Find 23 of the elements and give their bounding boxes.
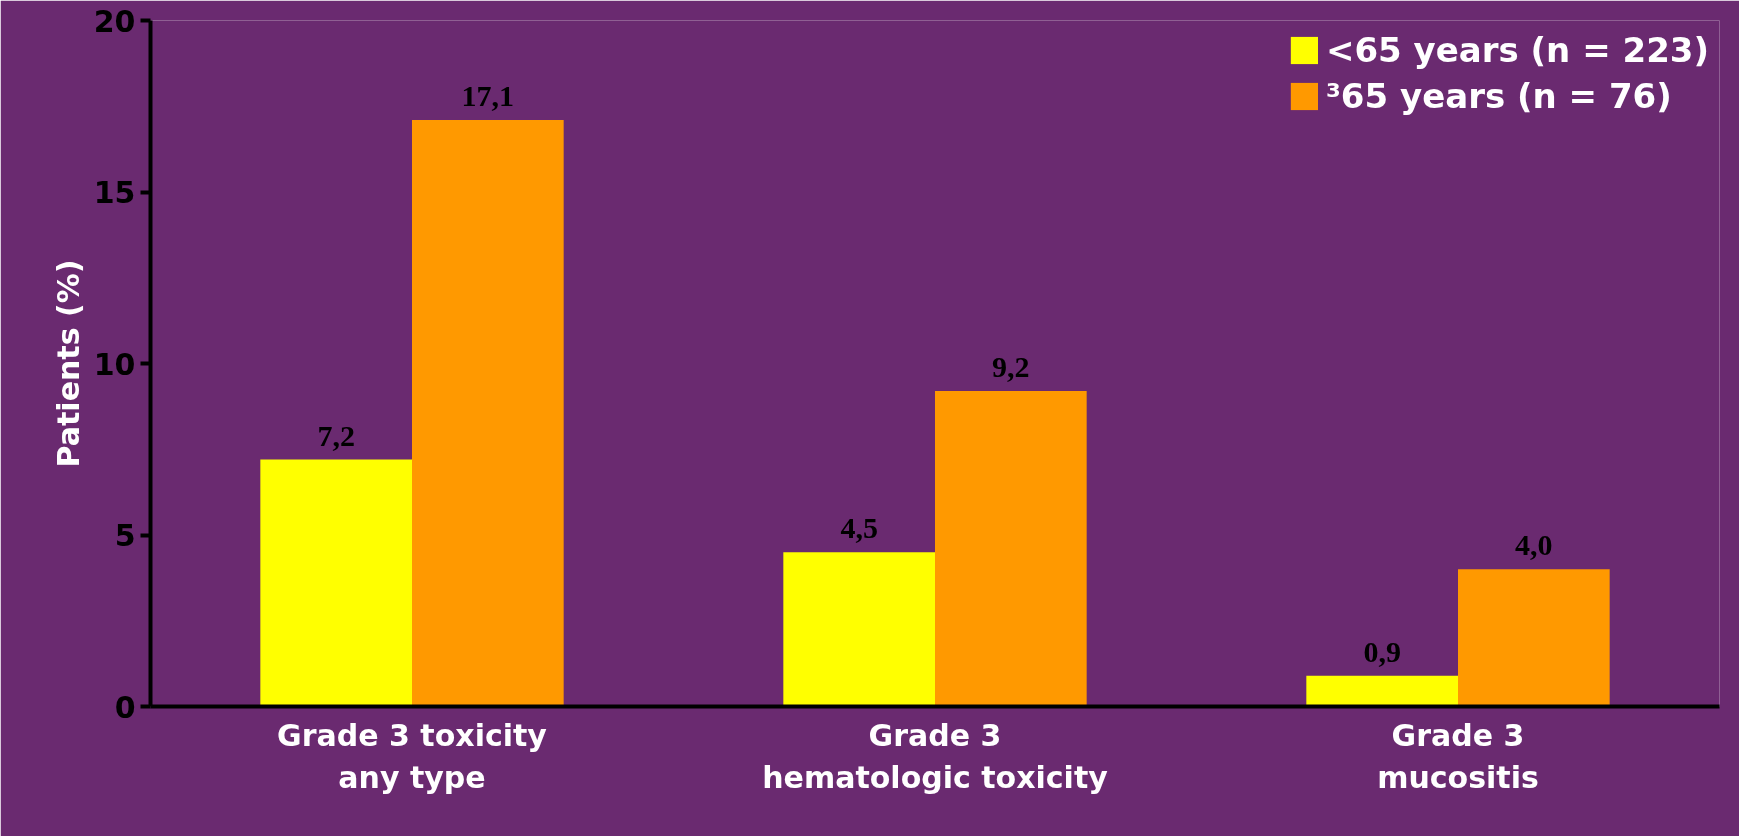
- bar: [783, 552, 935, 707]
- y-tick-label: 15: [93, 175, 136, 210]
- bar: [1306, 675, 1458, 707]
- data-label: 17,1: [461, 78, 515, 112]
- legend-label: <65 years (n = 223): [1325, 30, 1709, 70]
- y-axis-title: Patients (%): [50, 259, 86, 468]
- y-tick-label: 0: [114, 689, 136, 725]
- y-tick-label: 5: [114, 518, 136, 553]
- data-label: 7,2: [317, 418, 355, 452]
- data-label: 9,2: [992, 349, 1030, 383]
- data-label: 0,9: [1363, 634, 1401, 668]
- bar: [935, 390, 1087, 707]
- x-tick-label: Grade 3 mucositis: [1377, 717, 1539, 795]
- data-label: 4,5: [840, 511, 878, 545]
- x-tick-label: Grade 3 toxicity any type: [277, 717, 548, 795]
- bar: [260, 459, 412, 707]
- y-tick-label: 20: [93, 3, 136, 39]
- data-label: 4,0: [1515, 528, 1553, 562]
- legend-label: ³65 years (n = 76): [1325, 76, 1672, 116]
- x-tick-label: Grade 3 hematologic toxicity: [762, 717, 1109, 795]
- y-tick-label: 10: [93, 346, 136, 382]
- bar: [1458, 569, 1610, 707]
- bar: [412, 119, 564, 707]
